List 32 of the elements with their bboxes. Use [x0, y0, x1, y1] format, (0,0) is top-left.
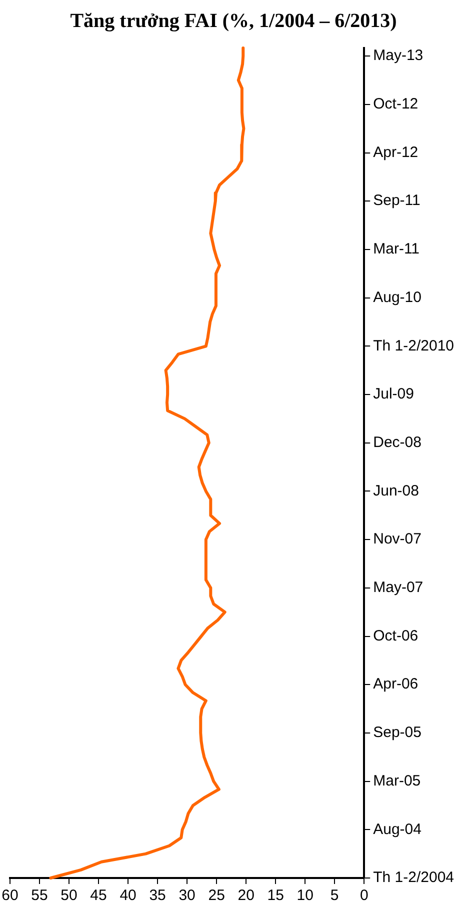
x-tick-label: 20	[238, 887, 254, 904]
y-tick-label: Jul-09	[373, 386, 414, 403]
x-tick-label: 45	[90, 887, 107, 904]
y-tick-label: Apr-12	[373, 144, 418, 161]
x-tick-label: 30	[178, 887, 196, 904]
y-tick-label: Jun-08	[373, 482, 419, 500]
x-tick-label: 25	[208, 887, 225, 904]
y-tick-label: Nov-07	[373, 530, 422, 548]
y-tick-label: May-13	[373, 47, 424, 64]
y-tick-label: Th 1-2/2010	[373, 337, 454, 354]
y-tick-label: Mar-05	[373, 772, 421, 790]
y-tick-label: May-07	[373, 579, 424, 596]
x-tick-label: 0	[360, 887, 368, 904]
x-tick-label: 50	[60, 887, 78, 904]
y-tick-label: Aug-10	[373, 288, 422, 306]
x-tick-label: 5	[330, 887, 339, 904]
y-tick-label: Aug-04	[373, 820, 422, 838]
y-tick-label: Mar-11	[373, 240, 420, 258]
x-tick-label: 35	[149, 887, 166, 904]
y-tick-label: Oct-06	[373, 627, 418, 644]
y-tick-label: Th 1-2/2004	[373, 869, 454, 886]
x-tick-label: 10	[296, 887, 314, 904]
y-tick-label: Sep-05	[373, 724, 422, 742]
x-tick-label: 40	[120, 887, 136, 904]
x-tick-label: 60	[2, 887, 18, 904]
y-tick-label: Dec-08	[373, 434, 422, 451]
y-tick-label: Apr-06	[373, 676, 418, 693]
x-tick-label: 55	[31, 887, 48, 904]
y-tick-label: Oct-12	[373, 96, 418, 113]
y-tick-label: Sep-11	[373, 192, 420, 210]
chart-title: Tăng trưởng FAI (%, 1/2004 – 6/2013)	[70, 10, 397, 32]
x-tick-label: 15	[267, 887, 284, 904]
